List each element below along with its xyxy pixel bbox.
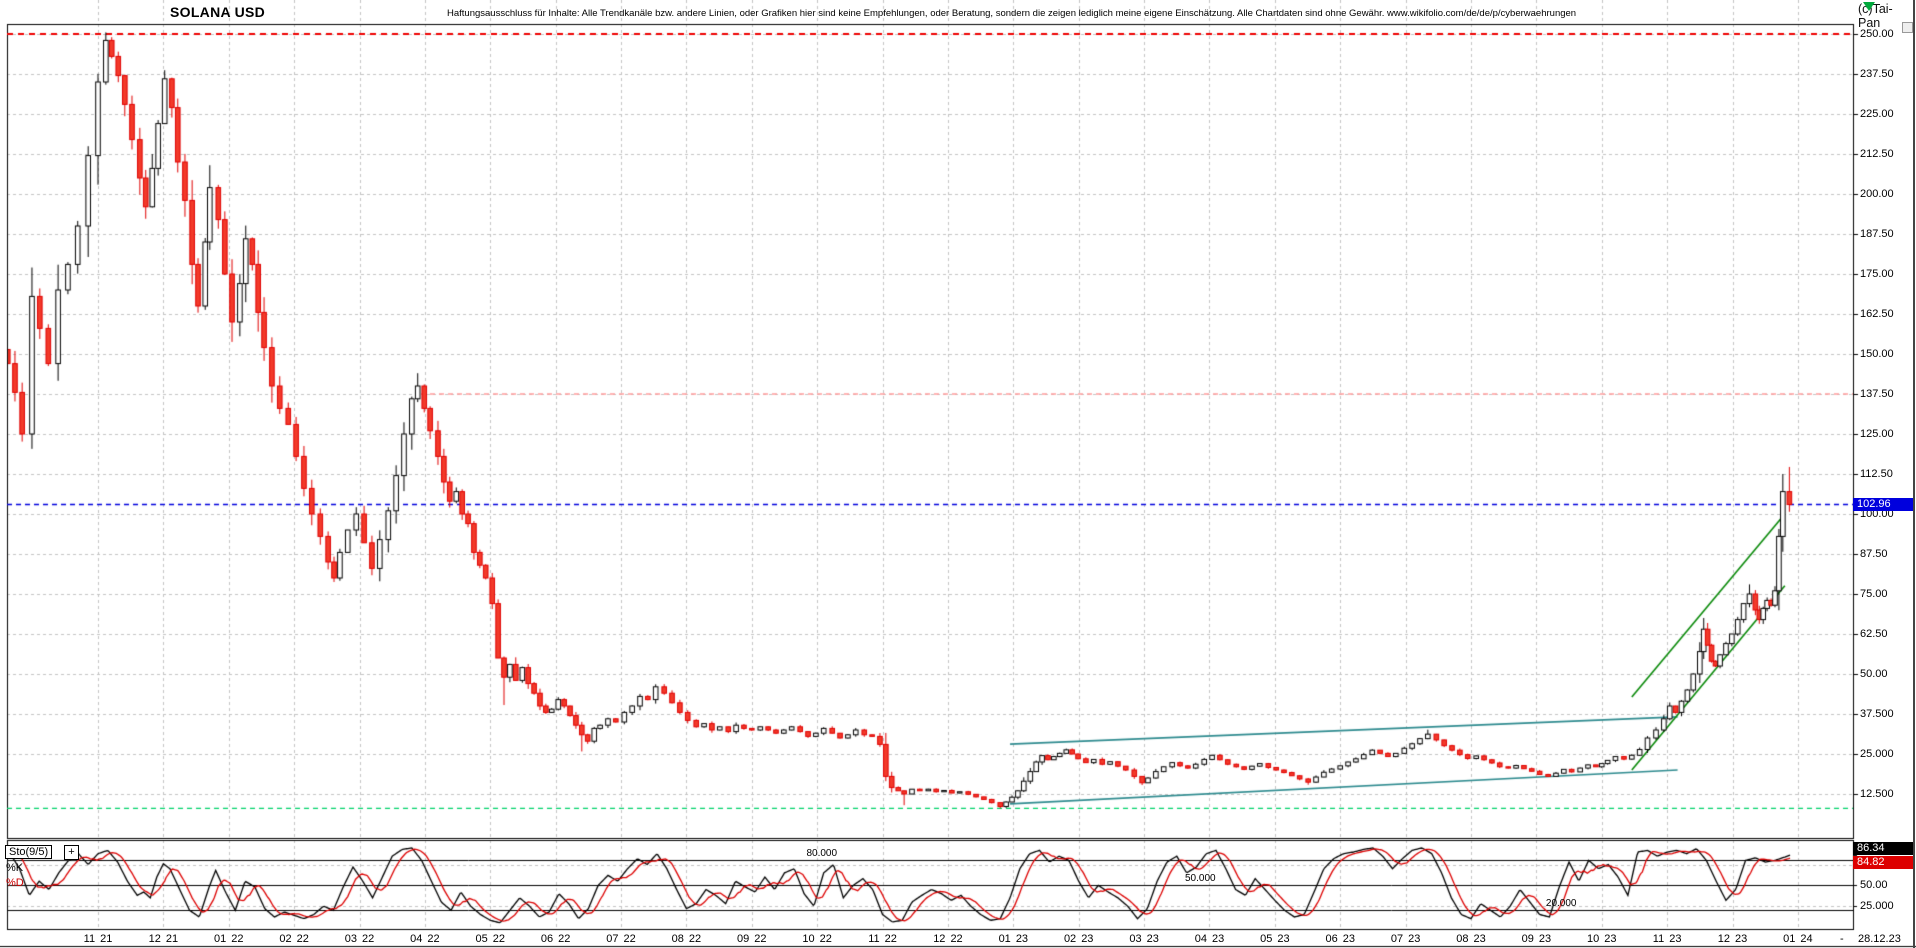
- date-tick-label: 01 24: [1783, 933, 1813, 945]
- stochastic-level-label: 80.000: [806, 848, 838, 860]
- price-tick-label: 250.00: [1860, 28, 1894, 40]
- price-tick-label: 112.50: [1860, 468, 1893, 480]
- date-tick-label: 03 22: [344, 933, 375, 945]
- chart-title: SOLANA USD: [170, 4, 266, 20]
- window-right-edge: [1913, 0, 1915, 948]
- date-tick-label: 07 22: [606, 933, 636, 945]
- date-tick-label: 08 22: [671, 933, 702, 945]
- date-tick-label: 11 21: [83, 933, 113, 945]
- latest-bar-triangle-icon: [1863, 2, 1875, 11]
- price-tick-label: 187.50: [1860, 228, 1894, 240]
- stochastic-k-value-badge: 86.34: [1853, 842, 1913, 856]
- price-tick-label: 212.50: [1860, 148, 1894, 160]
- price-tick-label: 175.00: [1860, 268, 1894, 280]
- indicator-name-label[interactable]: Sto(9/5): [5, 845, 53, 859]
- price-tick-label: 87.50: [1860, 548, 1888, 560]
- last-price-badge: 102.96: [1853, 497, 1913, 511]
- window-corner-box[interactable]: [1902, 22, 1913, 33]
- date-tick-label: 02 23: [1063, 933, 1094, 945]
- price-tick-label: 50.00: [1860, 668, 1888, 680]
- price-tick-label: 137.50: [1860, 388, 1894, 400]
- date-tick-label: 02 22: [279, 933, 309, 945]
- price-tick-label: 75.00: [1860, 588, 1888, 600]
- stochastic-right-label: 25.000: [1860, 900, 1894, 913]
- date-tick-label: 06 22: [540, 933, 571, 945]
- price-tick-label: 200.00: [1860, 188, 1894, 200]
- date-tick-label: 05 22: [475, 933, 506, 945]
- price-tick-label: 25.000: [1860, 748, 1894, 760]
- price-tick-label: 225.00: [1860, 108, 1894, 120]
- date-tick-label: 05 23: [1260, 933, 1290, 945]
- date-tick-label: 09 23: [1521, 933, 1552, 945]
- price-tick-label: 125.00: [1860, 428, 1894, 440]
- stochastic-level-label: 20.000: [1545, 898, 1577, 910]
- date-tick-label: 04 22: [410, 933, 440, 945]
- date-tick-label: 12 21: [148, 933, 179, 945]
- indicator-expand-icon[interactable]: +: [64, 845, 79, 860]
- stochastic-d-value-badge: 84.82: [1853, 856, 1913, 870]
- date-tick-label: 06 23: [1325, 933, 1355, 945]
- date-tick-label: 12 23: [1717, 933, 1748, 945]
- price-tick-label: 237.50: [1860, 68, 1894, 80]
- last-date-label: 28.12.23: [1858, 933, 1901, 945]
- disclaimer-text: Haftungsausschluss für Inhalte: Alle Tre…: [447, 8, 1577, 19]
- price-tick-label: 162.50: [1860, 308, 1894, 320]
- date-tick-label: 04 23: [1194, 933, 1225, 945]
- stochastic-right-label: 50.00: [1860, 879, 1888, 892]
- date-tick-label: 01 22: [214, 933, 244, 945]
- price-tick-label: 12.500: [1860, 788, 1894, 800]
- date-tick-label: 11 22: [868, 933, 897, 945]
- percent-d-label: %D: [6, 877, 24, 889]
- stochastic-level-label: 50.000: [1185, 873, 1216, 885]
- date-tick-label: 08 23: [1456, 933, 1486, 945]
- percent-k-label: %K: [6, 862, 24, 874]
- price-tick-label: 37.500: [1860, 708, 1894, 720]
- price-tick-label: 100.00: [1860, 508, 1894, 520]
- date-tick-label: 09 22: [737, 933, 767, 945]
- date-tick-label: 12 22: [933, 933, 963, 945]
- copyright-label: (c)Tai-Pan: [1856, 2, 1916, 30]
- date-tick-label: 03 23: [1129, 933, 1159, 945]
- date-tick-label: 10 22: [802, 933, 832, 945]
- date-axis-dash: -: [1840, 933, 1844, 945]
- price-tick-label: 62.50: [1860, 628, 1888, 640]
- price-tick-label: 150.00: [1860, 348, 1894, 360]
- date-tick-label: 07 23: [1390, 933, 1421, 945]
- date-tick-label: 10 23: [1586, 933, 1617, 945]
- date-tick-label: 01 23: [998, 933, 1029, 945]
- date-tick-label: 11 23: [1652, 933, 1682, 945]
